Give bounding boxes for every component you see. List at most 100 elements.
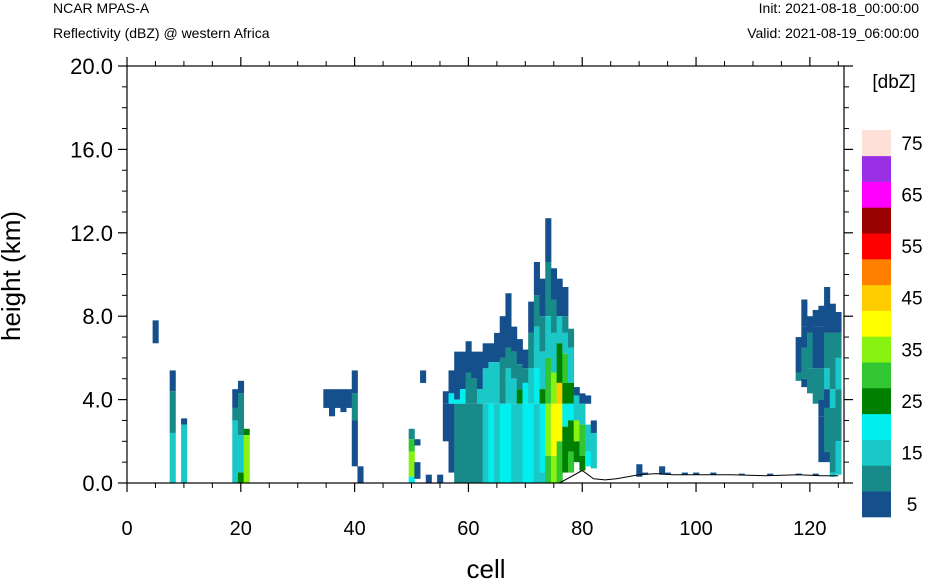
reflectivity-bin: [556, 382, 563, 404]
reflectivity-bin: [829, 389, 836, 408]
reflectivity-bin: [237, 435, 245, 473]
reflectivity-bin: [835, 389, 842, 442]
reflectivity-bin: [562, 316, 569, 333]
reflectivity-bin: [829, 332, 836, 390]
reflectivity-bin: [323, 389, 330, 408]
reflectivity-bin: [243, 435, 250, 483]
reflectivity-bin: [835, 332, 842, 358]
reflectivity-bin: [499, 403, 506, 483]
reflectivity-bin: [807, 368, 814, 394]
reflectivity-bin: [545, 357, 552, 404]
reflectivity-bin: [824, 407, 831, 452]
reflectivity-bin: [511, 326, 518, 352]
reflectivity-bin: [511, 351, 518, 379]
reflectivity-bin: [824, 332, 831, 369]
reflectivity-bin: [408, 476, 415, 483]
reflectivity-bin: [829, 303, 836, 333]
reflectivity-bin: [550, 403, 558, 456]
reflectivity-bin: [528, 403, 535, 483]
reflectivity-bin: [767, 473, 774, 476]
reflectivity-bin: [533, 295, 540, 327]
reflectivity-bin: [545, 218, 552, 262]
colorbar-swatch: [862, 413, 891, 440]
x-axis-label: cell: [466, 554, 505, 580]
reflectivity-bin: [550, 372, 558, 404]
reflectivity-bin: [801, 378, 808, 388]
reflectivity-bin: [539, 316, 546, 352]
reflectivity-bin: [232, 407, 239, 421]
reflectivity-bin: [499, 357, 506, 404]
reflectivity-bin: [590, 432, 597, 469]
reflectivity-bin: [795, 372, 802, 381]
colorbar-swatch: [862, 388, 891, 415]
reflectivity-bin: [579, 393, 586, 404]
reflectivity-bin: [573, 441, 580, 463]
reflectivity-bin: [357, 466, 364, 483]
reflectivity-bin: [351, 370, 358, 394]
x-tick-label: 120: [793, 518, 826, 540]
x-tick-label: 0: [121, 518, 132, 540]
reflectivity-bin: [232, 420, 239, 483]
reflectivity-bin: [590, 420, 597, 433]
colorbar-swatch: [862, 284, 891, 311]
reflectivity-bin: [494, 332, 501, 363]
reflectivity-bin: [505, 347, 512, 369]
colorbar-swatch: [862, 310, 891, 337]
reflectivity-bin: [807, 332, 814, 369]
colorbar-label: 75: [901, 134, 922, 155]
reflectivity-bin: [465, 403, 472, 483]
reflectivity-bin: [408, 451, 415, 477]
reflectivity-bin: [528, 368, 535, 404]
reflectivity-bin: [539, 472, 546, 483]
colorbar-label: 55: [901, 237, 922, 258]
reflectivity-bin: [812, 326, 819, 369]
reflectivity-bin: [835, 441, 842, 475]
reflectivity-bin: [568, 403, 575, 421]
reflectivity-bin: [448, 393, 455, 404]
colorbar-swatch: [862, 439, 891, 466]
reflectivity-bin: [471, 351, 478, 379]
colorbar-swatch: [862, 465, 891, 492]
reflectivity-bin: [835, 312, 842, 333]
reflectivity-bin: [169, 370, 176, 392]
reflectivity-bin: [818, 326, 825, 369]
reflectivity-bin: [414, 462, 421, 479]
reflectivity-bin: [476, 403, 484, 483]
colorbar-label: 65: [901, 186, 922, 207]
reflectivity-bin: [556, 343, 563, 383]
reflectivity-bin: [351, 420, 358, 467]
reflectivity-bin: [516, 339, 523, 365]
reflectivity-bin: [482, 343, 489, 369]
colorbar-swatch: [862, 181, 891, 208]
reflectivity-bin: [465, 372, 472, 404]
reflectivity-bin: [459, 403, 466, 483]
reflectivity-bin: [346, 389, 353, 408]
reflectivity-bin: [528, 301, 535, 333]
reflectivity-bin: [476, 351, 484, 390]
reflectivity-bin: [533, 326, 540, 369]
reflectivity-bin: [482, 368, 489, 404]
colorbar-swatch: [862, 130, 891, 157]
y-axis: 0.0 4.0 8.0 12.0 16.0 20.0: [70, 54, 853, 496]
reflectivity-bin: [528, 332, 535, 369]
colorbar-label: 25: [901, 392, 922, 413]
reflectivity-bin: [169, 432, 176, 483]
reflectivity-bin: [420, 370, 427, 383]
reflectivity-bin: [568, 347, 575, 383]
reflectivity-bin: [243, 428, 250, 436]
reflectivity-bin: [522, 349, 529, 369]
reflectivity-bin: [556, 278, 563, 317]
y-tick-label: 20.0: [70, 54, 113, 79]
reflectivity-bin: [568, 420, 575, 452]
reflectivity-bin: [511, 378, 518, 404]
reflectivity-bin: [545, 455, 552, 483]
reflectivity-bin: [459, 389, 466, 404]
reflectivity-bin: [454, 399, 461, 404]
y-tick-label: 8.0: [82, 304, 113, 329]
reflectivity-bin: [516, 364, 523, 390]
reflectivity-bin: [550, 332, 558, 373]
x-tick-label: 100: [679, 518, 712, 540]
reflectivity-bin: [818, 368, 825, 400]
y-tick-label: 12.0: [70, 221, 113, 246]
